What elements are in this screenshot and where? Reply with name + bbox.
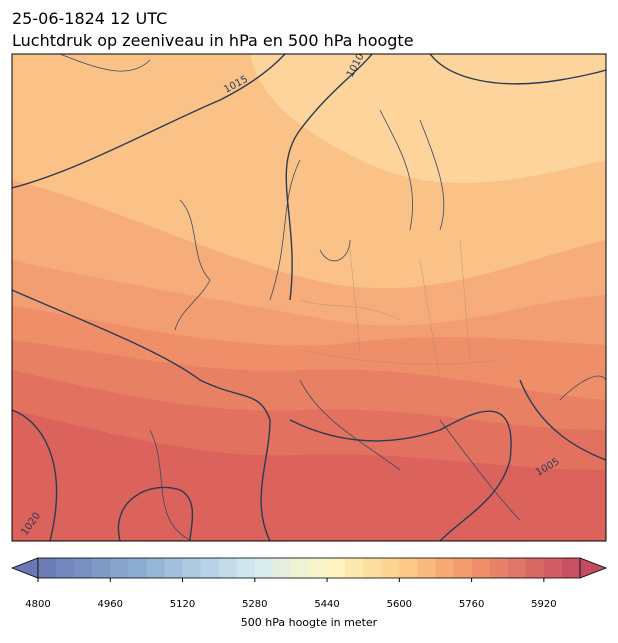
colorbar-tick-label: 5120	[170, 599, 195, 610]
colorbar-segment	[489, 558, 509, 578]
colorbar-segment	[146, 558, 165, 578]
colorbar-segment	[435, 558, 454, 578]
colorbar-segment	[164, 558, 183, 578]
colorbar-segment	[525, 558, 545, 578]
colorbar-segment	[327, 558, 346, 578]
colorbar-segment	[543, 558, 563, 578]
colorbar-segment	[309, 558, 328, 578]
colorbar-tick-label: 5920	[531, 599, 556, 610]
colorbar-segment	[345, 558, 364, 578]
colorbar-segment	[38, 558, 57, 578]
colorbar-segment	[290, 558, 310, 578]
title: 25-06-1824 12 UTC	[12, 9, 167, 28]
colorbar-segment	[128, 558, 147, 578]
colorbar-segment	[507, 558, 527, 578]
colorbar-tick-label: 5280	[242, 599, 267, 610]
colorbar-segment	[381, 558, 400, 578]
colorbar-segment	[92, 558, 111, 578]
colorbar-extend	[579, 557, 608, 579]
colorbar-segment	[236, 558, 256, 578]
colorbar-segment	[218, 558, 238, 578]
colorbar-segment	[182, 558, 201, 578]
colorbar-frame	[37, 557, 581, 579]
colorbar-segment	[74, 558, 93, 578]
colorbar-segment	[399, 558, 418, 578]
colorbar-tick-label: 4800	[25, 599, 50, 610]
colorbar-tick-label: 5600	[387, 599, 412, 610]
colorbar-label: 500 hPa hoogte in meter	[241, 616, 378, 629]
colorbar-segment	[453, 558, 472, 578]
subtitle: Luchtdruk op zeeniveau in hPa en 500 hPa…	[12, 31, 414, 50]
colorbar: 4800 4960 5120 5280 5440 5600 5760 5920	[10, 557, 608, 610]
map-frame	[11, 53, 607, 542]
colorbar-segment	[56, 558, 75, 578]
colorbar-segment	[561, 558, 581, 578]
colorbar-extend	[10, 557, 39, 579]
colorbar-segment	[417, 558, 436, 578]
colorbar-segment	[110, 558, 129, 578]
colorbar-segment	[471, 558, 490, 578]
colorbar-tick-label: 4960	[98, 599, 123, 610]
colorbar-tick-label: 5440	[314, 599, 339, 610]
colorbar-segment	[200, 558, 219, 578]
map: 1015 1010 1005 1020	[12, 54, 606, 541]
colorbar-segment	[254, 558, 274, 578]
colorbar-tick-label: 5760	[459, 599, 484, 610]
colorbar-segment	[363, 558, 382, 578]
colorbar-segment	[272, 558, 292, 578]
